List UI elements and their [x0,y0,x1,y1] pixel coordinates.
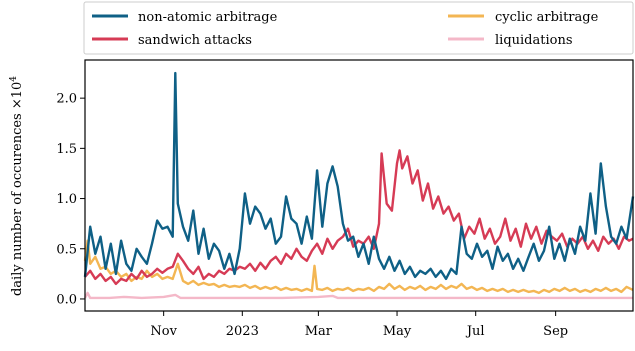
series-cyclic-arbitrage [83,239,634,295]
series-sandwich-attacks [84,149,634,286]
series-line-non-atomic-arbitrage [83,71,635,281]
x-tick-label: Sep [543,324,568,339]
series-layer [83,71,635,300]
y-tick-label: 0.0 [56,292,77,307]
y-tick-label: 1.5 [56,142,77,157]
legend-label-non-atomic-arbitrage: non-atomic arbitrage [138,10,278,25]
x-axis-ticks: Nov 2023 Mar May Jul Sep [150,311,568,339]
series-line-cyclic-arbitrage [83,239,634,295]
series-line-sandwich-attacks [84,149,634,286]
y-tick-label: 1.0 [56,192,77,207]
x-tick-label: May [383,324,412,339]
legend: non-atomic arbitrage sandwich attacks cy… [83,1,634,55]
x-tick-label: Jul [465,324,485,339]
y-axis-label: daily number of occurences ×104 [9,76,25,296]
y-axis-label-text: daily number of occurences ×10 [10,82,25,296]
series-non-atomic-arbitrage [83,71,635,281]
series-liquidations [83,291,633,300]
x-tick-label: Nov [150,324,177,339]
x-tick-label: 2023 [226,324,259,339]
y-tick-label: 2.0 [56,92,77,107]
legend-label-cyclic-arbitrage: cyclic arbitrage [495,10,599,25]
y-axis-label-exponent: 4 [9,76,19,82]
legend-box [83,1,634,55]
legend-label-liquidations: liquidations [495,33,573,48]
x-tick-label: Mar [305,324,333,339]
legend-label-sandwich-attacks: sandwich attacks [138,33,252,48]
plot-frame [84,59,634,312]
y-tick-label: 0.5 [56,242,77,257]
series-line-liquidations [83,291,633,300]
y-axis-ticks: 0.0 0.5 1.0 1.5 2.0 [56,92,85,307]
